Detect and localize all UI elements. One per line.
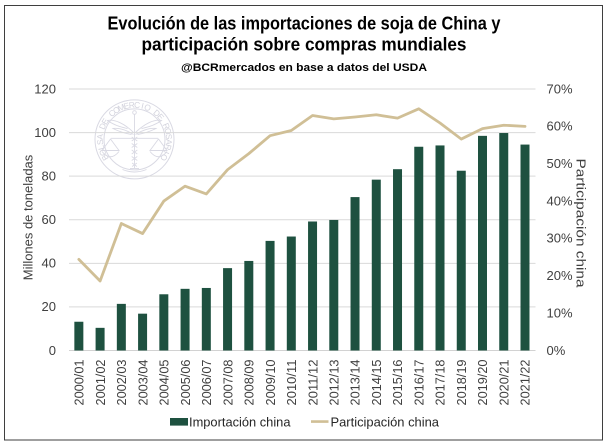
svg-text:M: M: [116, 101, 126, 113]
svg-text:2017/18: 2017/18: [433, 360, 448, 406]
svg-text:E: E: [155, 112, 166, 123]
svg-text:B: B: [99, 152, 111, 162]
svg-text:2009/10: 2009/10: [263, 360, 278, 406]
svg-text:2006/07: 2006/07: [199, 360, 214, 406]
svg-text:2010/11: 2010/11: [284, 360, 299, 406]
svg-text:100: 100: [34, 125, 56, 140]
svg-text:O: O: [111, 104, 122, 116]
svg-text:participación sobre compras mu: participación sobre compras mundiales: [142, 35, 467, 55]
svg-text:0: 0: [49, 343, 56, 358]
svg-text:50%: 50%: [547, 156, 573, 171]
svg-text:O: O: [163, 127, 174, 136]
svg-text:S: S: [164, 133, 174, 140]
svg-text:O: O: [158, 152, 170, 163]
svg-text:20: 20: [42, 299, 56, 314]
svg-text:2004/05: 2004/05: [157, 360, 172, 406]
svg-text:20%: 20%: [547, 268, 573, 283]
svg-text:2015/16: 2015/16: [390, 360, 405, 406]
svg-text:2005/06: 2005/06: [178, 360, 193, 406]
svg-text:R: R: [161, 121, 173, 130]
svg-text:A: A: [164, 139, 174, 146]
svg-text:2016/17: 2016/17: [411, 360, 426, 406]
svg-text:Participación china: Participación china: [331, 414, 440, 429]
svg-text:2003/04: 2003/04: [135, 360, 150, 406]
svg-text:O: O: [143, 102, 153, 114]
svg-text:C: C: [134, 100, 141, 110]
svg-text:I: I: [140, 101, 145, 111]
svg-text:60%: 60%: [547, 119, 573, 134]
svg-text:2011/12: 2011/12: [305, 360, 320, 406]
svg-text:80: 80: [42, 168, 56, 183]
svg-text:Participación china: Participación china: [574, 159, 588, 288]
svg-text:60: 60: [42, 212, 56, 227]
svg-text:0%: 0%: [547, 343, 566, 358]
svg-text:L: L: [95, 144, 106, 151]
svg-text:Importación china: Importación china: [189, 414, 291, 429]
svg-text:2019/20: 2019/20: [475, 360, 490, 406]
svg-text:2021/22: 2021/22: [518, 360, 533, 406]
svg-text:120: 120: [34, 81, 56, 96]
svg-text:2008/09: 2008/09: [242, 360, 257, 406]
svg-text:E: E: [99, 116, 111, 126]
svg-text:2020/21: 2020/21: [496, 360, 511, 406]
svg-text:2000/01: 2000/01: [72, 360, 87, 406]
svg-text:30%: 30%: [547, 231, 573, 246]
svg-text:2007/08: 2007/08: [220, 360, 235, 406]
svg-text:10%: 10%: [547, 305, 573, 320]
svg-text:2013/14: 2013/14: [348, 360, 363, 406]
svg-text:70%: 70%: [547, 81, 573, 96]
svg-text:2018/19: 2018/19: [454, 360, 469, 406]
svg-text:R: R: [163, 143, 174, 151]
svg-text:@BCRmercados en base a datos d: @BCRmercados en base a datos del USDA: [181, 62, 427, 74]
svg-text:E: E: [122, 100, 130, 111]
svg-text:Evolución de las importaciones: Evolución de las importaciones de soja d…: [108, 14, 501, 34]
svg-text:2001/02: 2001/02: [93, 360, 108, 406]
svg-text:40: 40: [42, 256, 56, 271]
svg-text:2002/03: 2002/03: [114, 360, 129, 406]
svg-text:D: D: [151, 107, 162, 119]
svg-text:R: R: [128, 100, 135, 110]
svg-text:2014/15: 2014/15: [369, 360, 384, 406]
svg-text:D: D: [97, 122, 109, 131]
svg-text:C: C: [106, 107, 117, 119]
svg-text:2012/13: 2012/13: [326, 360, 341, 406]
svg-text:40%: 40%: [547, 193, 573, 208]
svg-text:S: S: [95, 139, 105, 146]
svg-text:A: A: [95, 133, 105, 140]
svg-text:Millones de toneladas: Millones de toneladas: [22, 155, 36, 281]
